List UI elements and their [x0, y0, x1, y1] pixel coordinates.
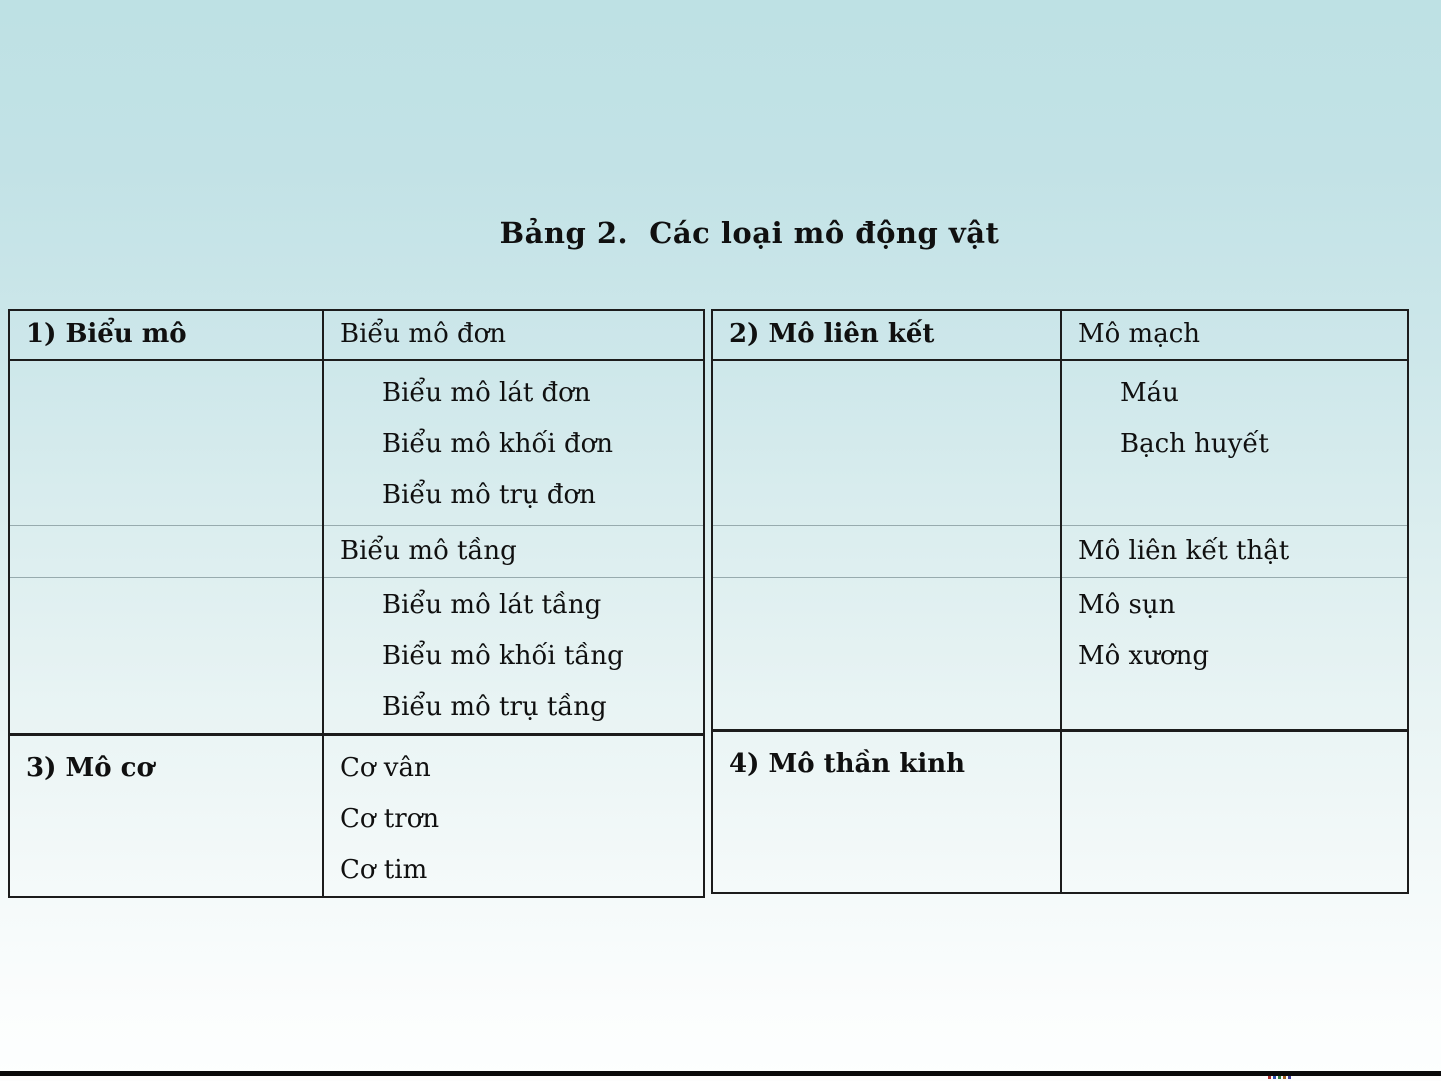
cell-line: Mô mạch: [1078, 319, 1201, 349]
cell-line: Biểu mô trụ đơn: [382, 480, 596, 510]
table-row: 3) Mô cơ Cơ vân Cơ trơn Cơ tim: [9, 734, 704, 898]
table-cell: Biểu mô đơn: [323, 310, 704, 361]
table-cell: Biểu mô lát đơn Biểu mô khối đơn Biểu mô…: [323, 360, 704, 526]
cell-line: Máu: [1120, 378, 1179, 408]
cell-line: Biểu mô khối đơn: [382, 429, 614, 459]
row-header-cell: [9, 360, 324, 526]
cell-line: Cơ vân: [340, 753, 431, 783]
table-cell: Cơ vân Cơ trơn Cơ tim: [323, 735, 704, 898]
table-row: Biểu mô lát tầng Biểu mô khối tầng Biểu …: [9, 577, 704, 736]
row-header-cell: [9, 577, 324, 736]
table-cell: Mô sụn Mô xương: [1061, 577, 1408, 732]
bottom-edge-artifact: [1268, 1076, 1298, 1080]
table-cell: Mô liên kết thật: [1061, 525, 1408, 578]
cell-line: Biểu mô khối tầng: [382, 641, 624, 671]
row-header-cell: 2) Mô liên kết: [712, 310, 1062, 361]
table-row: 4) Mô thần kinh: [712, 730, 1408, 894]
table-cell: Mô mạch: [1061, 310, 1408, 361]
row-header-label: 1) Biểu mô: [26, 319, 187, 349]
cell-line: Biểu mô lát tầng: [382, 590, 602, 620]
row-header-cell: [712, 577, 1062, 732]
cell-line: Mô sụn: [1078, 590, 1176, 620]
table-cell: Biểu mô tầng: [323, 525, 704, 578]
table-row: Mô liên kết thật: [712, 525, 1408, 578]
cell-line: Biểu mô lát đơn: [382, 378, 591, 408]
cell-line: Cơ trơn: [340, 804, 440, 834]
table-cell: Biểu mô lát tầng Biểu mô khối tầng Biểu …: [323, 577, 704, 736]
row-header-cell: 4) Mô thần kinh: [712, 730, 1062, 893]
table-row: Biểu mô tầng: [9, 525, 704, 578]
cell-line: Biểu mô trụ tầng: [382, 692, 607, 722]
table-row: Mô sụn Mô xương: [712, 577, 1408, 732]
table-title: Bảng 2. Các loại mô động vật: [499, 216, 1000, 250]
cell-line: Mô xương: [1078, 641, 1209, 671]
table-row: Máu Bạch huyết: [712, 360, 1408, 526]
table-cell: [1061, 731, 1408, 894]
row-header-label: 2) Mô liên kết: [729, 319, 935, 349]
table-row: 2) Mô liên kết Mô mạch: [712, 310, 1408, 361]
row-header-cell: [712, 525, 1062, 578]
table-row: 1) Biểu mô Biểu mô đơn: [9, 310, 704, 361]
cell-line: Mô liên kết thật: [1078, 536, 1290, 566]
right-table: 2) Mô liên kết Mô mạch Máu Bạch huyết Mô…: [711, 309, 1409, 894]
row-header-label: 3) Mô cơ: [26, 753, 154, 783]
row-header-cell: [712, 360, 1062, 526]
table-cell: Máu Bạch huyết: [1061, 360, 1408, 526]
cell-line: Cơ tim: [340, 855, 428, 885]
row-header-cell: 1) Biểu mô: [9, 310, 324, 361]
left-table: 1) Biểu mô Biểu mô đơn Biểu mô lát đơn B…: [8, 309, 705, 898]
cell-line: Biểu mô tầng: [340, 536, 517, 566]
cell-line: Bạch huyết: [1120, 429, 1269, 459]
row-header-cell: [9, 525, 324, 578]
bottom-margin: [0, 1076, 1441, 1081]
row-header-cell: 3) Mô cơ: [9, 734, 324, 897]
table-row: Biểu mô lát đơn Biểu mô khối đơn Biểu mô…: [9, 360, 704, 526]
cell-line: Biểu mô đơn: [340, 319, 507, 349]
row-header-label: 4) Mô thần kinh: [729, 749, 966, 779]
bottom-rule: [0, 1071, 1441, 1076]
